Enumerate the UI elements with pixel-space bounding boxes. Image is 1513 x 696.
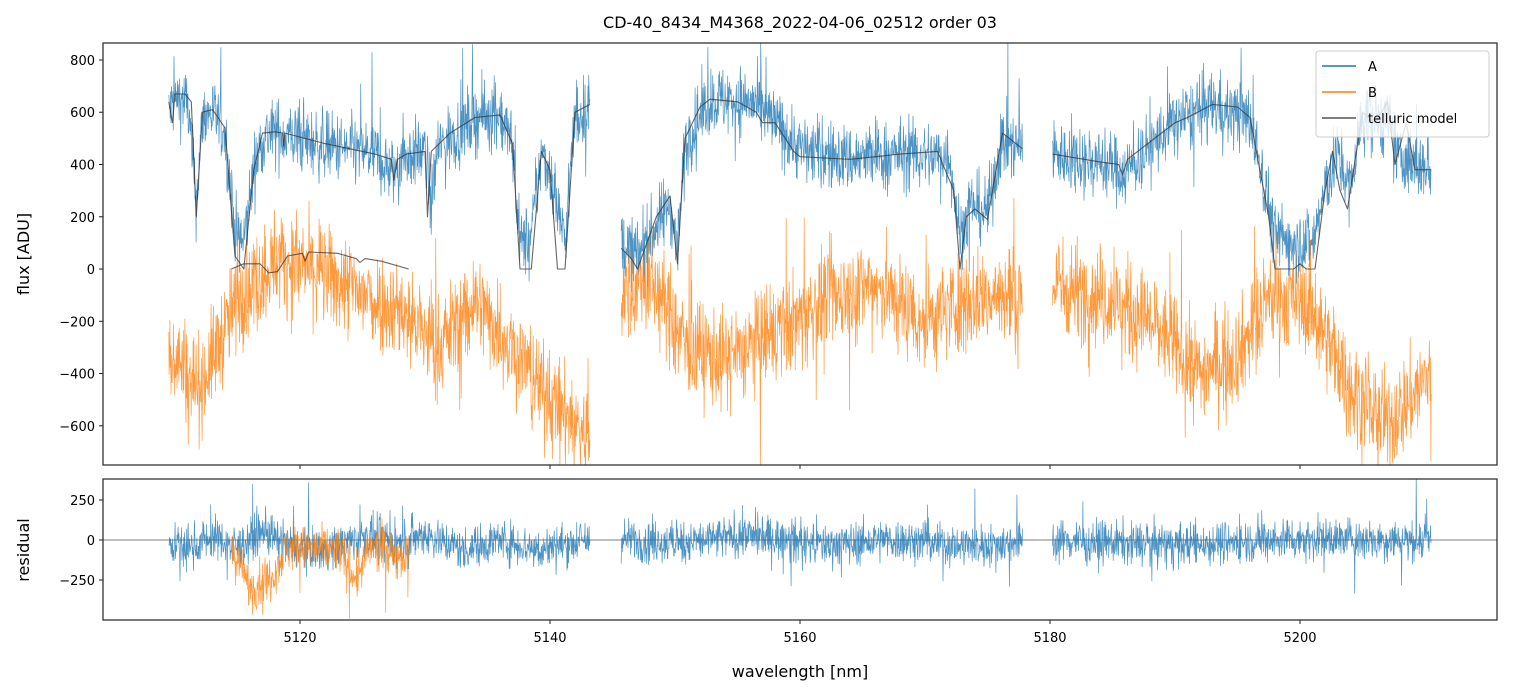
flux-panel: −600 −400 −200 0 200 400 600 800	[59, 42, 1498, 469]
residual-panel: −250 0 250 5120 5140 5160 5180 5200	[59, 478, 1498, 646]
y-tick-label: 0	[87, 263, 95, 278]
y-tick-label: −400	[59, 368, 95, 383]
x-tick-label: 5140	[533, 631, 566, 646]
telluric-model-line-3	[231, 251, 409, 274]
legend-box	[1315, 50, 1490, 138]
x-tick-label: 5180	[1033, 631, 1066, 646]
telluric-model-line-0	[168, 93, 591, 270]
y-tick-label: 600	[70, 106, 95, 121]
y-tick-label: 400	[70, 159, 95, 174]
chart-title: CD-40_8434_M4368_2022-04-06_02512 order …	[603, 13, 997, 33]
x-tick-label: 5160	[783, 631, 816, 646]
telluric-model-line-1	[620, 98, 1023, 270]
legend-label-a: A	[1368, 60, 1377, 75]
x-tick-label: 5120	[283, 631, 316, 646]
plot-area	[168, 43, 1432, 465]
series-b-line	[230, 518, 409, 619]
legend-label-model: telluric model	[1368, 112, 1457, 127]
y-axis-label-residual: residual	[14, 518, 33, 581]
series-b-line	[168, 197, 1432, 465]
x-axis-label: wavelength [nm]	[732, 662, 869, 681]
y-tick-label: −200	[59, 315, 95, 330]
y-tick-label: 800	[70, 54, 95, 69]
plot-area	[103, 479, 1497, 619]
y-tick-label: 200	[70, 211, 95, 226]
y-tick-label: −600	[59, 420, 95, 435]
legend-label-b: B	[1368, 86, 1377, 101]
axes-frame	[102, 478, 1498, 621]
x-tick-label: 5200	[1283, 631, 1316, 646]
legend: A B telluric model	[1315, 50, 1490, 138]
y-tick-label: 250	[70, 494, 95, 509]
y-tick-label: 0	[87, 534, 95, 549]
series-a-line	[168, 43, 1432, 293]
y-axis-label-flux: flux [ADU]	[14, 213, 33, 295]
y-tick-label: −250	[59, 574, 95, 589]
